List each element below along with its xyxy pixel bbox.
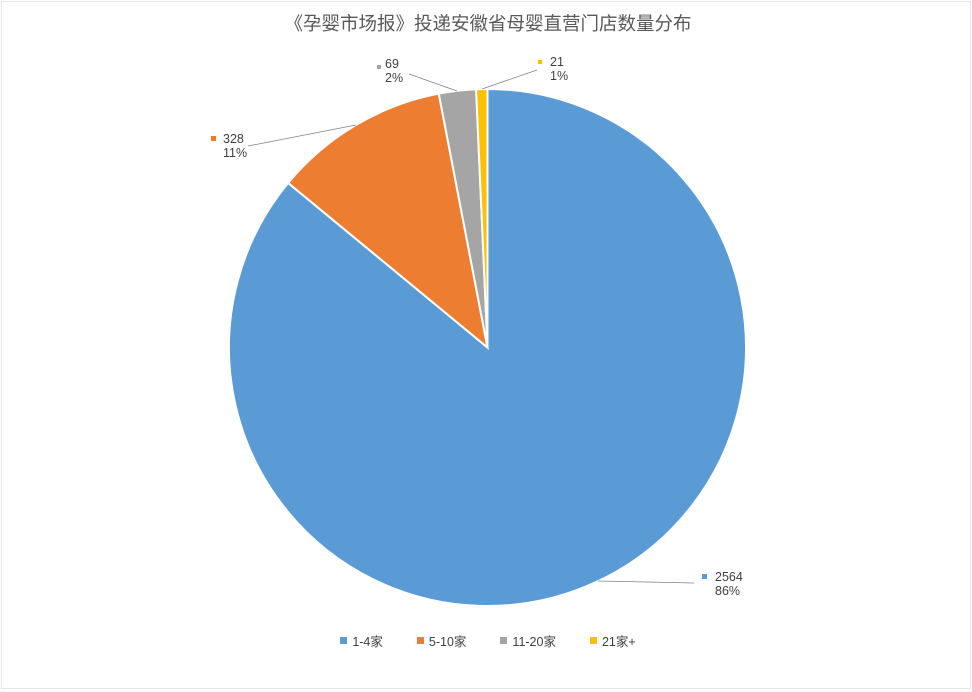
svg-text:328: 328 [223,132,244,146]
svg-text:1%: 1% [550,69,568,83]
svg-text:21: 21 [550,55,564,69]
svg-text:11%: 11% [223,146,247,160]
svg-text:2564: 2564 [715,570,743,584]
svg-text:86%: 86% [715,584,740,598]
svg-text:69: 69 [385,57,399,71]
svg-text:2%: 2% [385,71,403,85]
